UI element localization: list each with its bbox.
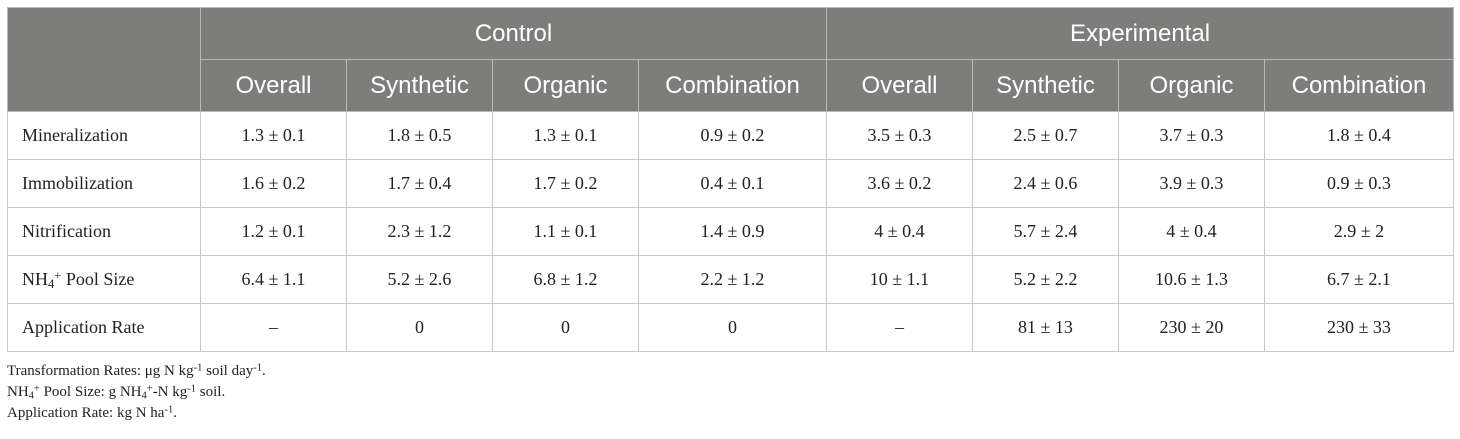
- table-cell: 1.3 ± 0.1: [200, 111, 347, 160]
- row-label-application-rate: Application Rate: [7, 303, 201, 352]
- table-cell: 0: [638, 303, 827, 352]
- footnote-text: .: [173, 405, 177, 421]
- table-cell: 4 ± 0.4: [1118, 207, 1265, 256]
- row-label-immobilization: Immobilization: [7, 159, 201, 208]
- subheader-experimental-synthetic: Synthetic: [972, 59, 1119, 112]
- subheader-experimental-overall: Overall: [826, 59, 973, 112]
- table-cell: 81 ± 13: [972, 303, 1119, 352]
- footnote-transformation-rates: Transformation Rates: μg N kg-1 soil day…: [7, 361, 266, 382]
- table-cell: –: [200, 303, 347, 352]
- table-cell: 1.6 ± 0.2: [200, 159, 347, 208]
- footnote-superscript: -1: [253, 362, 262, 374]
- table-cell: 4 ± 0.4: [826, 207, 973, 256]
- table-cell: 6.8 ± 1.2: [492, 255, 639, 304]
- table-cell: 1.7 ± 0.4: [346, 159, 493, 208]
- table-row-nitrification: Nitrification 1.2 ± 0.1 2.3 ± 1.2 1.1 ± …: [7, 207, 1454, 256]
- row-label-nitrification: Nitrification: [7, 207, 201, 256]
- table-cell: 2.4 ± 0.6: [972, 159, 1119, 208]
- footnote-superscript: -1: [187, 383, 197, 395]
- table-cell: 1.3 ± 0.1: [492, 111, 639, 160]
- table-row-application-rate: Application Rate – 0 0 0 – 81 ± 13 230 ±…: [7, 303, 1454, 352]
- subheader-control-organic: Organic: [492, 59, 639, 112]
- subheader-experimental-combination: Combination: [1264, 59, 1454, 112]
- subheader-control-synthetic: Synthetic: [346, 59, 493, 112]
- table-cell: 10.6 ± 1.3: [1118, 255, 1265, 304]
- subheader-control-overall: Overall: [200, 59, 347, 112]
- table-footnotes: Transformation Rates: μg N kg-1 soil day…: [7, 361, 266, 424]
- corner-header-cell: [7, 7, 201, 112]
- table-cell: 5.7 ± 2.4: [972, 207, 1119, 256]
- footnote-text: soil.: [196, 384, 226, 400]
- footnote-text: .: [262, 363, 266, 379]
- footnote-text: NH: [7, 384, 29, 400]
- footnote-superscript: -1: [193, 362, 203, 374]
- label-subscript: 4: [48, 277, 55, 292]
- footnote-text: soil day: [202, 363, 254, 379]
- footnote-superscript: -1: [164, 404, 174, 416]
- table-cell: 230 ± 33: [1264, 303, 1454, 352]
- table-cell: 5.2 ± 2.2: [972, 255, 1119, 304]
- table-cell: 0.4 ± 0.1: [638, 159, 827, 208]
- label-superscript: +: [54, 268, 62, 283]
- table-row-nh4-pool-size: NH4+ Pool Size 6.4 ± 1.1 5.2 ± 2.6 6.8 ±…: [7, 255, 1454, 304]
- table-cell: 2.5 ± 0.7: [972, 111, 1119, 160]
- table-cell: 3.9 ± 0.3: [1118, 159, 1265, 208]
- footnote-pool-size: NH4+ Pool Size: g NH4+-N kg-1 soil.: [7, 382, 266, 403]
- table-cell: 10 ± 1.1: [826, 255, 973, 304]
- subheader-experimental-organic: Organic: [1118, 59, 1265, 112]
- footnote-subscript: 4: [28, 390, 34, 402]
- footnote-text: Application Rate: kg N ha: [7, 405, 165, 421]
- table-row-immobilization: Immobilization 1.6 ± 0.2 1.7 ± 0.4 1.7 ±…: [7, 159, 1454, 208]
- table-cell: –: [826, 303, 973, 352]
- table-cell: 1.1 ± 0.1: [492, 207, 639, 256]
- table-cell: 0.9 ± 0.3: [1264, 159, 1454, 208]
- table-cell: 230 ± 20: [1118, 303, 1265, 352]
- table-cell: 6.4 ± 1.1: [200, 255, 347, 304]
- label-text: Pool Size: [61, 269, 135, 289]
- row-label-mineralization: Mineralization: [7, 111, 201, 160]
- subheader-row: Overall Synthetic Organic Combination Ov…: [8, 59, 1454, 112]
- table-cell: 1.8 ± 0.4: [1264, 111, 1454, 160]
- footnote-text: -N kg: [152, 384, 188, 400]
- table-cell: 3.6 ± 0.2: [826, 159, 973, 208]
- group-header-experimental: Experimental: [826, 7, 1454, 60]
- group-header-control: Control: [200, 7, 827, 60]
- table-cell: 1.8 ± 0.5: [346, 111, 493, 160]
- table-cell: 6.7 ± 2.1: [1264, 255, 1454, 304]
- table-cell: 2.2 ± 1.2: [638, 255, 827, 304]
- results-table: Control Experimental Overall Synthetic O…: [7, 7, 1454, 352]
- footnote-text: Transformation Rates: μg N kg: [7, 363, 194, 379]
- table-cell: 0: [346, 303, 493, 352]
- table-cell: 3.5 ± 0.3: [826, 111, 973, 160]
- footnote-text: Pool Size: g NH: [39, 384, 142, 400]
- table-cell: 1.2 ± 0.1: [200, 207, 347, 256]
- group-header-row: Control Experimental: [7, 7, 1454, 112]
- table-cell: 2.9 ± 2: [1264, 207, 1454, 256]
- table-cell: 1.7 ± 0.2: [492, 159, 639, 208]
- table-cell: 0: [492, 303, 639, 352]
- table-cell: 1.4 ± 0.9: [638, 207, 827, 256]
- footnote-superscript: +: [146, 383, 153, 395]
- results-table-container: Control Experimental Overall Synthetic O…: [7, 7, 1454, 352]
- footnote-superscript: +: [33, 383, 40, 395]
- table-cell: 2.3 ± 1.2: [346, 207, 493, 256]
- table-cell: 5.2 ± 2.6: [346, 255, 493, 304]
- footnote-subscript: 4: [141, 390, 147, 402]
- subheader-control-combination: Combination: [638, 59, 827, 112]
- footnote-application-rate: Application Rate: kg N ha-1.: [7, 403, 266, 424]
- table-row-mineralization: Mineralization 1.3 ± 0.1 1.8 ± 0.5 1.3 ±…: [7, 111, 1454, 160]
- table-cell: 3.7 ± 0.3: [1118, 111, 1265, 160]
- table-cell: 0.9 ± 0.2: [638, 111, 827, 160]
- label-text: NH: [22, 269, 48, 289]
- row-label-nh4-pool-size: NH4+ Pool Size: [7, 255, 201, 304]
